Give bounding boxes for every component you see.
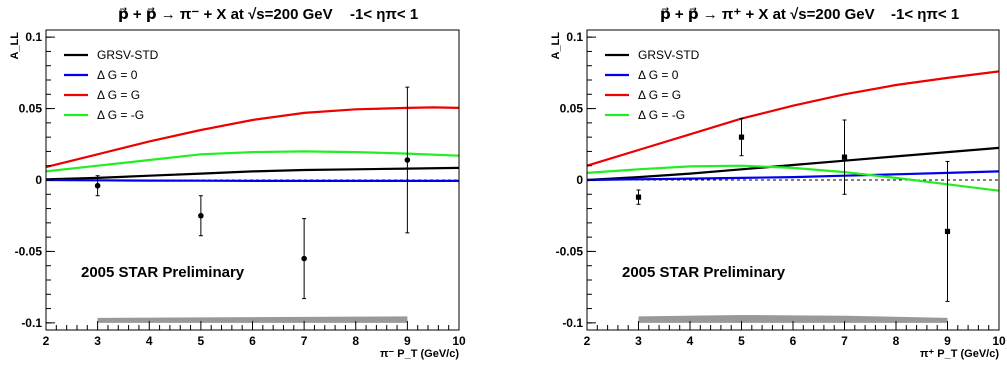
series-line-2	[45, 106, 460, 169]
x-tick-label: 4	[687, 334, 694, 348]
data-point	[944, 228, 951, 235]
y-axis-label: A_LL	[550, 32, 562, 60]
y-tick-label: 0	[35, 173, 42, 187]
series-line-0	[45, 166, 460, 181]
series-line-2	[586, 70, 1000, 167]
series-line-1	[45, 178, 459, 182]
chart-panel-pi-minus: p⃗ + p⃗ → π⁻ + X at √s=200 GeV -1< ηπ< 1 2…	[9, 6, 466, 360]
x-tick-label: 9	[404, 334, 411, 348]
legend-label-0: GRSV-STD	[97, 48, 159, 62]
y-tick-label: -0.1	[562, 316, 583, 330]
y-tick-label: -0.05	[15, 244, 43, 258]
data-point	[841, 154, 848, 160]
legend-label-1: Δ G = 0	[638, 68, 679, 82]
x-tick-label: 2	[584, 334, 591, 348]
x-tick-label: 5	[738, 334, 745, 348]
x-tick-label: 5	[198, 334, 205, 348]
systematic-uncertainty-band	[638, 315, 948, 323]
y-tick-label: 0	[576, 173, 583, 187]
x-tick-label: 9	[944, 334, 951, 348]
series-line-0	[586, 146, 1000, 182]
x-tick-label: 6	[790, 334, 797, 348]
data-point	[301, 255, 307, 262]
series-line-3	[586, 164, 1000, 192]
legend-label-2: Δ G = G	[638, 88, 681, 102]
legend-label-2: Δ G = G	[97, 88, 140, 102]
preliminary-annotation: 2005 STAR Preliminary	[622, 264, 786, 281]
legend-label-3: Δ G = -G	[638, 108, 685, 122]
preliminary-annotation: 2005 STAR Preliminary	[81, 264, 245, 281]
eta-range-label: -1< ηπ< 1	[891, 6, 959, 23]
data-point	[198, 212, 204, 219]
x-tick-label: 6	[249, 334, 256, 348]
x-tick-label: 10	[452, 334, 466, 348]
y-tick-label: -0.05	[556, 244, 584, 258]
legend-label-0: GRSV-STD	[638, 48, 700, 62]
chart-panel-pi-plus: p⃗ + p⃗ → π⁺ + X at √s=200 GeV -1< ηπ< 1 2…	[550, 6, 1006, 360]
y-tick-label: 0.1	[566, 30, 583, 44]
y-tick-label: 0.1	[25, 30, 42, 44]
x-tick-label: 3	[635, 334, 642, 348]
data-point	[404, 157, 411, 163]
x-tick-label: 8	[352, 334, 359, 348]
legend-label-1: Δ G = 0	[97, 68, 138, 82]
chart-title: p⃗ + p⃗ → π⁻ + X at √s=200 GeV	[118, 6, 333, 23]
x-axis-label: π⁻ P_T (GeV/c)	[380, 348, 459, 360]
x-tick-label: 7	[841, 334, 848, 348]
x-tick-label: 3	[94, 334, 101, 348]
x-tick-label: 4	[146, 334, 153, 348]
legend-label-3: Δ G = -G	[97, 108, 144, 122]
y-axis-label: A_LL	[9, 32, 21, 60]
chart-title: p⃗ + p⃗ → π⁺ + X at √s=200 GeV	[660, 6, 875, 23]
data-point	[635, 194, 642, 200]
x-tick-label: 8	[893, 334, 900, 348]
x-tick-label: 10	[992, 334, 1006, 348]
x-axis-label: π⁺ P_T (GeV/c)	[920, 348, 999, 360]
systematic-uncertainty-band	[97, 316, 408, 323]
y-tick-label: 0.05	[560, 102, 584, 116]
series-line-3	[45, 150, 460, 173]
data-point	[94, 182, 101, 189]
y-tick-label: -0.1	[21, 316, 42, 330]
data-point	[738, 134, 745, 140]
eta-range-label: -1< ηπ< 1	[350, 6, 418, 23]
x-tick-label: 7	[301, 334, 308, 348]
series-line-1	[586, 170, 1000, 182]
x-tick-label: 2	[43, 334, 50, 348]
y-tick-label: 0.05	[19, 102, 43, 116]
